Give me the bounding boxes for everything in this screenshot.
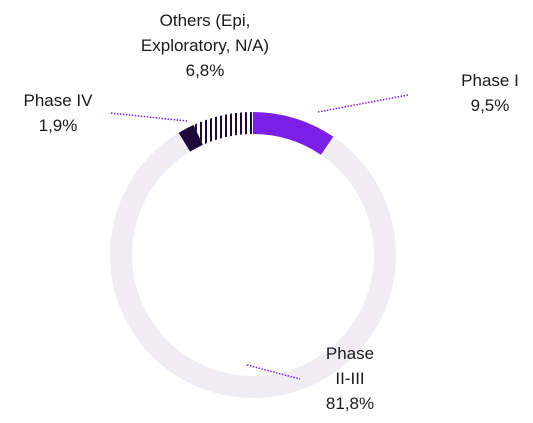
value-label: 1,9%	[39, 116, 78, 135]
value-label: 9,5%	[471, 96, 510, 115]
leader-line	[109, 112, 188, 122]
donut-segment	[253, 112, 334, 155]
value-label: 6,8%	[186, 61, 225, 80]
donut-segment	[193, 112, 253, 145]
donut-segment	[178, 124, 203, 152]
leader-line	[246, 364, 301, 380]
category-label: Phase II-III	[326, 344, 374, 388]
category-label: Others (Epi, Exploratory, N/A)	[141, 11, 269, 55]
value-label: 81,8%	[326, 394, 374, 413]
category-label: Phase IV	[24, 91, 94, 110]
leader-line	[317, 94, 409, 113]
category-label: Phase I	[461, 71, 519, 90]
